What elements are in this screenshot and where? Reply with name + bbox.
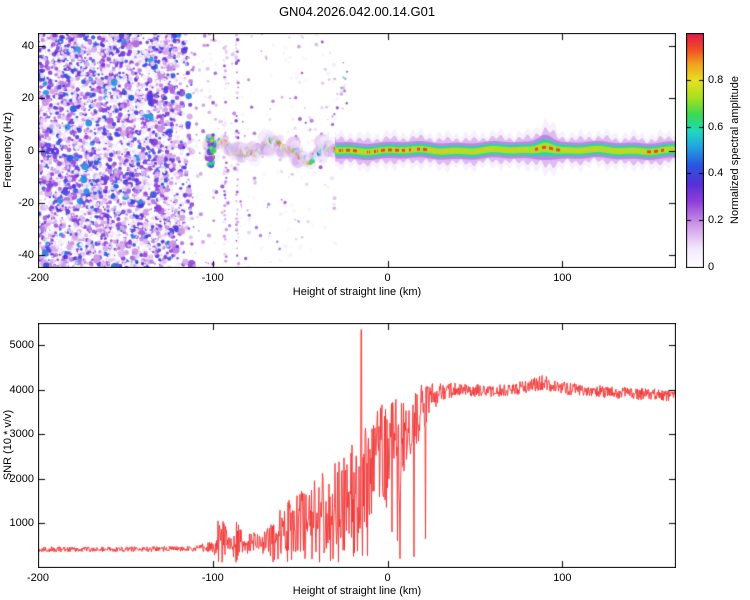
snr-x-axis-label: Height of straight line (km) — [292, 585, 422, 597]
colorbar-tick-label: 0.6 — [708, 120, 724, 133]
colorbar-tick-label: 0 — [708, 261, 715, 273]
spectrogram-x-tick-label: 100 — [553, 272, 572, 284]
spectrogram-y-tick-label: 0 — [27, 144, 34, 157]
snr-y-tick-label: 1000 — [9, 517, 34, 530]
spectrogram-x-axis-label: Height of straight line (km) — [292, 286, 422, 298]
snr-y-tick-label: 5000 — [9, 339, 34, 352]
spectrogram-x-tick-label: 0 — [384, 272, 391, 284]
snr-y-tick-label: 4000 — [9, 383, 34, 396]
spectrogram-y-tick-label: -40 — [18, 248, 34, 261]
spectrogram-x-tick-label: -100 — [201, 272, 224, 284]
snr-canvas — [38, 323, 676, 568]
colorbar-label: Normalized spectral amplitude — [729, 76, 741, 224]
snr-x-tick-label: 0 — [384, 572, 391, 584]
figure-title: GN04.2026.042.00.14.G01 — [278, 4, 436, 19]
colorbar-tick-label: 0.2 — [708, 214, 724, 227]
colorbar-canvas — [686, 33, 704, 268]
spectrogram-canvas — [38, 33, 676, 268]
spectrogram-y-tick-label: 40 — [21, 40, 34, 53]
colorbar-tick-label: 0.4 — [708, 167, 724, 180]
snr-x-tick-label: 100 — [553, 572, 572, 584]
spectrogram-x-tick-label: -200 — [26, 272, 50, 284]
snr-y-tick-label: 3000 — [9, 428, 34, 441]
spectrogram-y-tick-label: -20 — [18, 196, 34, 209]
snr-x-tick-label: -200 — [26, 572, 50, 584]
spectrogram-y-tick-label: 20 — [21, 92, 34, 105]
snr-x-tick-label: -100 — [201, 572, 224, 584]
snr-y-tick-label: 2000 — [9, 472, 34, 485]
colorbar-tick-label: 0.8 — [708, 73, 724, 86]
